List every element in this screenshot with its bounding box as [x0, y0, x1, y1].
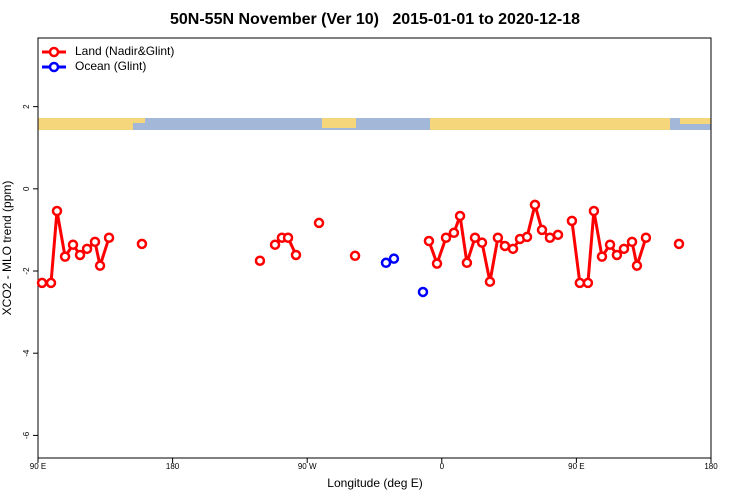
data-point: [529, 199, 541, 211]
plot-frame: [37, 37, 712, 459]
data-point: [269, 239, 281, 250]
data-point: [282, 232, 294, 243]
data-point: [574, 277, 586, 289]
data-point: [81, 243, 93, 255]
y-tick-label: -2: [22, 267, 31, 275]
data-point: [618, 243, 630, 255]
x-tick-label: 90 W: [298, 462, 317, 471]
data-point: [380, 257, 392, 269]
data-point: [544, 232, 556, 243]
data-point: [611, 249, 623, 261]
legend-label: Land (Nadir&Glint): [75, 44, 174, 58]
legend-label: Ocean (Glint): [75, 59, 146, 73]
data-point: [417, 286, 429, 298]
data-point: [626, 236, 638, 248]
y-tick-label: 0: [22, 186, 31, 191]
data-point: [36, 277, 48, 289]
data-point: [492, 232, 504, 243]
data-point: [103, 232, 115, 243]
legend-marker: [48, 61, 60, 73]
data-point: [454, 210, 466, 222]
data-point: [89, 236, 101, 248]
y-tick-label: -6: [22, 431, 31, 439]
data-point: [254, 255, 266, 266]
data-point: [640, 232, 652, 243]
data-point: [521, 231, 533, 243]
x-tick-label: 180: [704, 462, 718, 471]
data-point: [673, 238, 685, 250]
data-point: [94, 260, 106, 271]
x-tick-label: 0: [440, 462, 445, 471]
chart-title: 50N-55N November (Ver 10) 2015-01-01 to …: [170, 11, 580, 28]
data-point: [476, 237, 488, 248]
data-point: [74, 249, 86, 261]
x-tick-label: 180: [166, 462, 180, 471]
y-tick-label: -4: [22, 349, 31, 357]
data-point: [566, 215, 578, 227]
x-tick-label: 90 E: [30, 462, 46, 471]
x-tick-label: 90 E: [568, 462, 584, 471]
data-point: [604, 239, 616, 250]
data-point: [631, 260, 643, 271]
data-point: [461, 257, 473, 269]
data-point: [588, 205, 600, 217]
data-point: [45, 277, 57, 289]
data-point: [440, 232, 452, 243]
data-point: [51, 205, 63, 217]
y-axis-label: XCO2 - MLO trend (ppm): [0, 181, 14, 316]
data-point: [313, 217, 325, 229]
data-point: [388, 253, 400, 264]
data-point: [484, 276, 496, 287]
data-point: [423, 235, 435, 247]
data-point: [136, 238, 148, 250]
data-point: [536, 224, 548, 236]
data-point: [596, 251, 608, 262]
data-point: [290, 249, 302, 261]
data-point: [552, 229, 564, 241]
data-point: [349, 250, 361, 262]
data-point: [431, 258, 443, 269]
data-point: [67, 239, 79, 250]
data-point: [448, 227, 460, 239]
data-point: [59, 251, 71, 262]
data-point: [469, 232, 481, 243]
x-axis-label: Longitude (deg E): [327, 476, 422, 490]
y-tick-label: 2: [22, 104, 31, 109]
data-point: [582, 277, 594, 289]
data-point: [507, 243, 519, 255]
data-point: [499, 240, 511, 252]
legend-marker: [48, 46, 60, 58]
land-strip: [38, 118, 711, 130]
series-line: [386, 259, 423, 292]
